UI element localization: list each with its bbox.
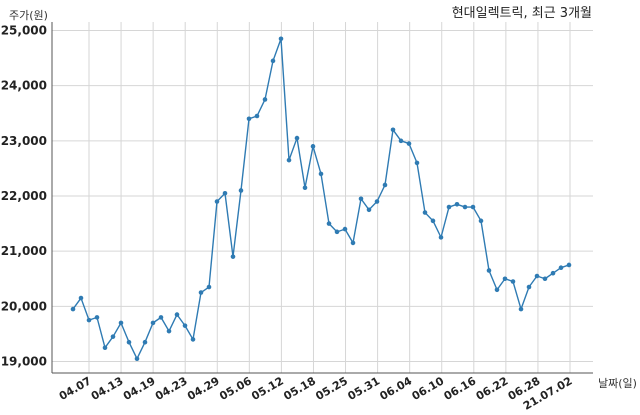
data-point xyxy=(142,339,148,345)
data-point xyxy=(110,334,116,339)
data-point xyxy=(166,328,172,334)
y-axis-label: 주가(원) xyxy=(9,9,48,22)
data-point xyxy=(366,207,372,213)
data-point xyxy=(438,235,444,240)
x-axis-ticks: 04.0704.1304.1904.2304.2905.0605.1205.18… xyxy=(57,374,575,413)
data-point xyxy=(174,312,180,317)
x-tick-label: 05.31 xyxy=(345,374,382,403)
data-point xyxy=(318,171,324,177)
data-point xyxy=(358,196,364,202)
x-axis-label: 날짜(일) xyxy=(598,376,637,390)
data-point xyxy=(206,284,212,290)
y-tick-label: 23,000 xyxy=(1,134,47,148)
x-tick-label: 05.06 xyxy=(217,374,254,403)
data-point xyxy=(414,160,420,166)
data-point xyxy=(254,113,260,119)
data-point xyxy=(526,284,532,290)
x-tick-label: 04.13 xyxy=(89,374,126,403)
data-point xyxy=(382,182,388,188)
x-tick-label: 04.23 xyxy=(153,374,190,403)
x-tick-label: 06.22 xyxy=(474,374,511,403)
data-point xyxy=(478,218,484,224)
data-point xyxy=(558,265,564,271)
data-point xyxy=(422,210,428,215)
data-point xyxy=(198,290,204,295)
data-point xyxy=(342,226,348,232)
data-point xyxy=(246,116,252,122)
data-point xyxy=(310,144,316,149)
x-tick-label: 04.07 xyxy=(57,374,94,403)
data-point xyxy=(494,287,500,293)
data-point xyxy=(118,320,124,326)
data-point xyxy=(518,306,524,312)
data-point xyxy=(182,323,188,328)
y-tick-label: 24,000 xyxy=(1,79,47,93)
data-point xyxy=(278,36,284,42)
data-point xyxy=(294,135,300,141)
data-point xyxy=(510,279,516,284)
data-point xyxy=(158,315,164,320)
data-point xyxy=(222,190,228,196)
series-line xyxy=(72,38,570,360)
data-point xyxy=(190,337,196,342)
grid xyxy=(52,22,593,373)
y-tick-label: 20,000 xyxy=(1,299,47,313)
data-point xyxy=(286,157,292,163)
x-tick-label: 05.18 xyxy=(281,374,318,403)
data-point xyxy=(390,127,396,133)
y-tick-label: 21,000 xyxy=(1,244,47,258)
data-point xyxy=(70,306,76,312)
data-point xyxy=(230,254,236,259)
data-point xyxy=(102,345,108,351)
series xyxy=(70,36,572,362)
data-point xyxy=(446,204,452,210)
x-tick-label: 05.25 xyxy=(313,374,350,403)
data-point xyxy=(86,317,92,323)
x-tick-label: 04.19 xyxy=(121,374,158,403)
data-point xyxy=(502,276,508,282)
data-point xyxy=(374,199,380,204)
y-tick-label: 19,000 xyxy=(1,355,47,369)
data-point xyxy=(398,138,404,144)
data-point xyxy=(534,273,540,279)
y-axis-ticks: 19,000 20,000 21,000 22,000 23,000 24,000 25,0… xyxy=(1,24,47,369)
data-point xyxy=(262,97,268,102)
data-point xyxy=(238,188,244,193)
data-point xyxy=(454,201,460,207)
axes xyxy=(51,22,593,374)
data-point xyxy=(126,339,132,345)
data-point xyxy=(486,268,492,273)
x-tick-label: 04.29 xyxy=(185,374,222,403)
x-tick-label: 06.04 xyxy=(378,374,415,403)
data-point xyxy=(94,315,100,320)
data-point xyxy=(550,270,556,276)
data-point xyxy=(406,141,412,146)
y-tick-label: 22,000 xyxy=(1,189,47,203)
data-point xyxy=(462,204,468,210)
chart-title: 현대일렉트릭, 최근 3개월 xyxy=(452,6,592,21)
data-point xyxy=(430,218,436,224)
data-point xyxy=(78,295,84,301)
x-tick-label: 06.10 xyxy=(410,374,447,403)
data-point xyxy=(470,204,476,210)
data-point xyxy=(566,262,572,268)
data-point xyxy=(326,221,332,226)
data-point xyxy=(150,320,156,326)
data-point xyxy=(350,240,356,246)
data-point xyxy=(334,229,340,235)
data-point xyxy=(214,199,220,204)
data-point xyxy=(542,276,548,282)
data-point xyxy=(134,356,140,362)
data-point xyxy=(302,185,308,191)
x-tick-label: 06.16 xyxy=(442,374,479,403)
y-tick-label: 25,000 xyxy=(1,24,47,38)
data-point xyxy=(270,58,276,64)
x-tick-label: 05.12 xyxy=(249,374,286,403)
